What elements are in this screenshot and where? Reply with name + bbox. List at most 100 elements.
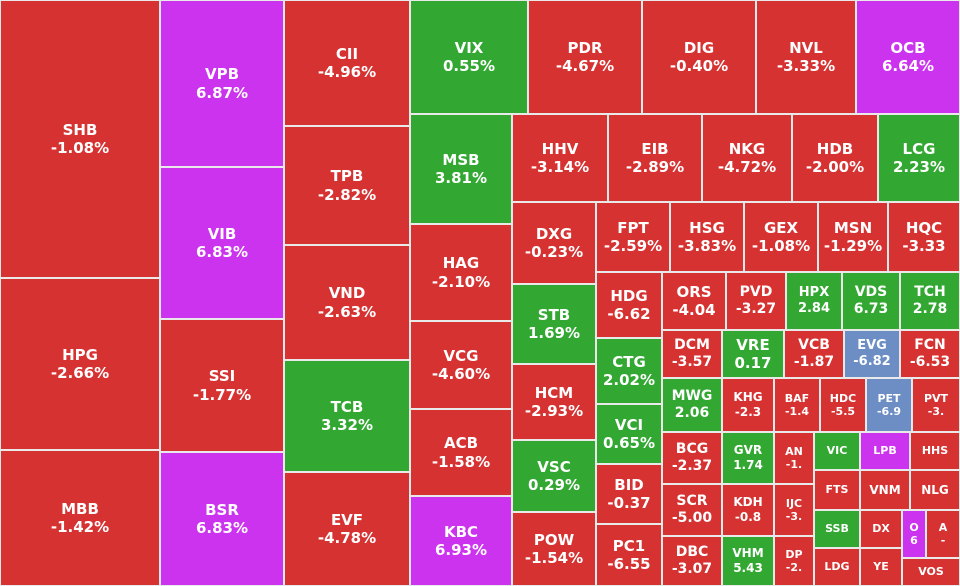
tile-scr[interactable]: SCR -5.00: [662, 484, 722, 536]
tile-ye[interactable]: YE: [860, 548, 902, 586]
tile-symbol: GEX: [763, 218, 799, 237]
tile-vcg[interactable]: VCG -4.60%: [410, 321, 512, 409]
tile-lcg[interactable]: LCG 2.23%: [878, 114, 960, 202]
tile-vic[interactable]: VIC: [814, 432, 860, 470]
tile-acb[interactable]: ACB -1.58%: [410, 409, 512, 496]
tile-eib[interactable]: EIB -2.89%: [608, 114, 702, 202]
tile-hdc[interactable]: HDC -5.5: [820, 378, 866, 432]
tile-shb[interactable]: SHB -1.08%: [0, 0, 160, 278]
tile-hcm[interactable]: HCM -2.93%: [512, 364, 596, 440]
tile-fpt[interactable]: FPT -2.59%: [596, 202, 670, 272]
tile-hdb[interactable]: HDB -2.00%: [792, 114, 878, 202]
tile-pc1[interactable]: PC1 -6.55: [596, 524, 662, 586]
tile-vnd[interactable]: VND -2.63%: [284, 245, 410, 360]
tile-dig[interactable]: DIG -0.40%: [642, 0, 756, 114]
tile-vcb[interactable]: VCB -1.87: [784, 330, 844, 378]
tile-mwg[interactable]: MWG 2.06: [662, 378, 722, 432]
tile-change: -5.5: [830, 405, 856, 418]
tile-tcb[interactable]: TCB 3.32%: [284, 360, 410, 472]
tile-vpb[interactable]: VPB 6.87%: [160, 0, 284, 167]
tile-cii[interactable]: CII -4.96%: [284, 0, 410, 126]
tile-ssb[interactable]: SSB: [814, 510, 860, 548]
tile-kbc[interactable]: KBC 6.93%: [410, 496, 512, 586]
tile-evf[interactable]: EVF -4.78%: [284, 472, 410, 586]
tile-stb[interactable]: STB 1.69%: [512, 284, 596, 364]
tile-an[interactable]: AN -1.: [774, 432, 814, 484]
tile-ors[interactable]: ORS -4.04: [662, 272, 726, 330]
tile-dbc[interactable]: DBC -3.07: [662, 536, 722, 586]
tile-hpg[interactable]: HPG -2.66%: [0, 278, 160, 450]
tile-pdr[interactable]: PDR -4.67%: [528, 0, 642, 114]
tile-gvr[interactable]: GVR 1.74: [722, 432, 774, 484]
tile-lpb[interactable]: LPB: [860, 432, 910, 470]
tile-msb[interactable]: MSB 3.81%: [410, 114, 512, 224]
tile-vix[interactable]: VIX 0.55%: [410, 0, 528, 114]
tile-mbb[interactable]: MBB -1.42%: [0, 450, 160, 586]
tile-fts[interactable]: FTS: [814, 470, 860, 510]
tile-change: -2.63%: [317, 302, 377, 321]
tile-vsc[interactable]: VSC 0.29%: [512, 440, 596, 512]
tile-symbol: MSB: [442, 150, 480, 169]
tile-nvl[interactable]: NVL -3.33%: [756, 0, 856, 114]
tile-dxg[interactable]: DXG -0.23%: [512, 202, 596, 284]
tile-pow[interactable]: POW -1.54%: [512, 512, 596, 586]
tile-ldg[interactable]: LDG: [814, 548, 860, 586]
tile-ocb[interactable]: OCB 6.64%: [856, 0, 960, 114]
tile-pet[interactable]: PET -6.9: [866, 378, 912, 432]
tile-symbol: KHG: [733, 390, 763, 405]
tile-hqc[interactable]: HQC -3.33: [888, 202, 960, 272]
tile-dp[interactable]: DP -2.: [774, 536, 814, 586]
tile-khg[interactable]: KHG -2.3: [722, 378, 774, 432]
tile-ctg[interactable]: CTG 2.02%: [596, 338, 662, 404]
tile-change: 2.06: [674, 405, 710, 421]
tile-symbol: PVD: [739, 283, 773, 300]
tile-symbol: DP: [785, 547, 803, 561]
tile-change: -0.40%: [669, 57, 729, 75]
tile-dx[interactable]: DX: [860, 510, 902, 548]
tile-vhm[interactable]: VHM 5.43: [722, 536, 774, 586]
tile-symbol: SSB: [825, 522, 849, 536]
tile-hdg[interactable]: HDG -6.62: [596, 272, 662, 338]
tile-msn[interactable]: MSN -1.29%: [818, 202, 888, 272]
tile-vci[interactable]: VCI 0.65%: [596, 404, 662, 464]
tile-gex[interactable]: GEX -1.08%: [744, 202, 818, 272]
tile-change: 2.23%: [892, 158, 946, 176]
tile-symbol: PC1: [612, 536, 646, 555]
tile-change: -2.00%: [805, 158, 865, 176]
tile-evg[interactable]: EVG -6.82: [844, 330, 900, 378]
tile-bsr[interactable]: BSR 6.83%: [160, 452, 284, 586]
tile-hsg[interactable]: HSG -3.83%: [670, 202, 744, 272]
tile-hhs[interactable]: HHS: [910, 432, 960, 470]
tile-vnm[interactable]: VNM: [860, 470, 910, 510]
tile-vre[interactable]: VRE 0.17: [722, 330, 784, 378]
tile-symbol: DX: [872, 522, 890, 536]
tile-tpb[interactable]: TPB -2.82%: [284, 126, 410, 245]
tile-pvt[interactable]: PVT -3.: [912, 378, 960, 432]
tile-tch[interactable]: TCH 2.78: [900, 272, 960, 330]
tile-a[interactable]: A-: [926, 510, 960, 558]
tile-bid[interactable]: BID -0.37: [596, 464, 662, 524]
tile-nkg[interactable]: NKG -4.72%: [702, 114, 792, 202]
tile-nlg[interactable]: NLG: [910, 470, 960, 510]
tile-kdh[interactable]: KDH -0.8: [722, 484, 774, 536]
tile-hhv[interactable]: HHV -3.14%: [512, 114, 608, 202]
tile-baf[interactable]: BAF -1.4: [774, 378, 820, 432]
tile-symbol: MBB: [61, 499, 99, 518]
tile-symbol: BID: [614, 475, 644, 494]
tile-vds[interactable]: VDS 6.73: [842, 272, 900, 330]
tile-symbol: DCM: [674, 336, 710, 353]
tile-bcg[interactable]: BCG -2.37: [662, 432, 722, 484]
tile-symbol: NKG: [728, 139, 766, 158]
tile-change: 0.65%: [602, 434, 656, 452]
tile-dcm[interactable]: DCM -3.57: [662, 330, 722, 378]
tile-hag[interactable]: HAG -2.10%: [410, 224, 512, 321]
tile-vos[interactable]: VOS: [902, 558, 960, 586]
tile-ijc[interactable]: IJC -3.: [774, 484, 814, 536]
tile-pvd[interactable]: PVD -3.27: [726, 272, 786, 330]
tile-fcn[interactable]: FCN -6.53: [900, 330, 960, 378]
tile-ssi[interactable]: SSI -1.77%: [160, 319, 284, 452]
tile-hpx[interactable]: HPX 2.84: [786, 272, 842, 330]
tile-vib[interactable]: VIB 6.83%: [160, 167, 284, 319]
tile-change: -3.27: [735, 301, 777, 317]
